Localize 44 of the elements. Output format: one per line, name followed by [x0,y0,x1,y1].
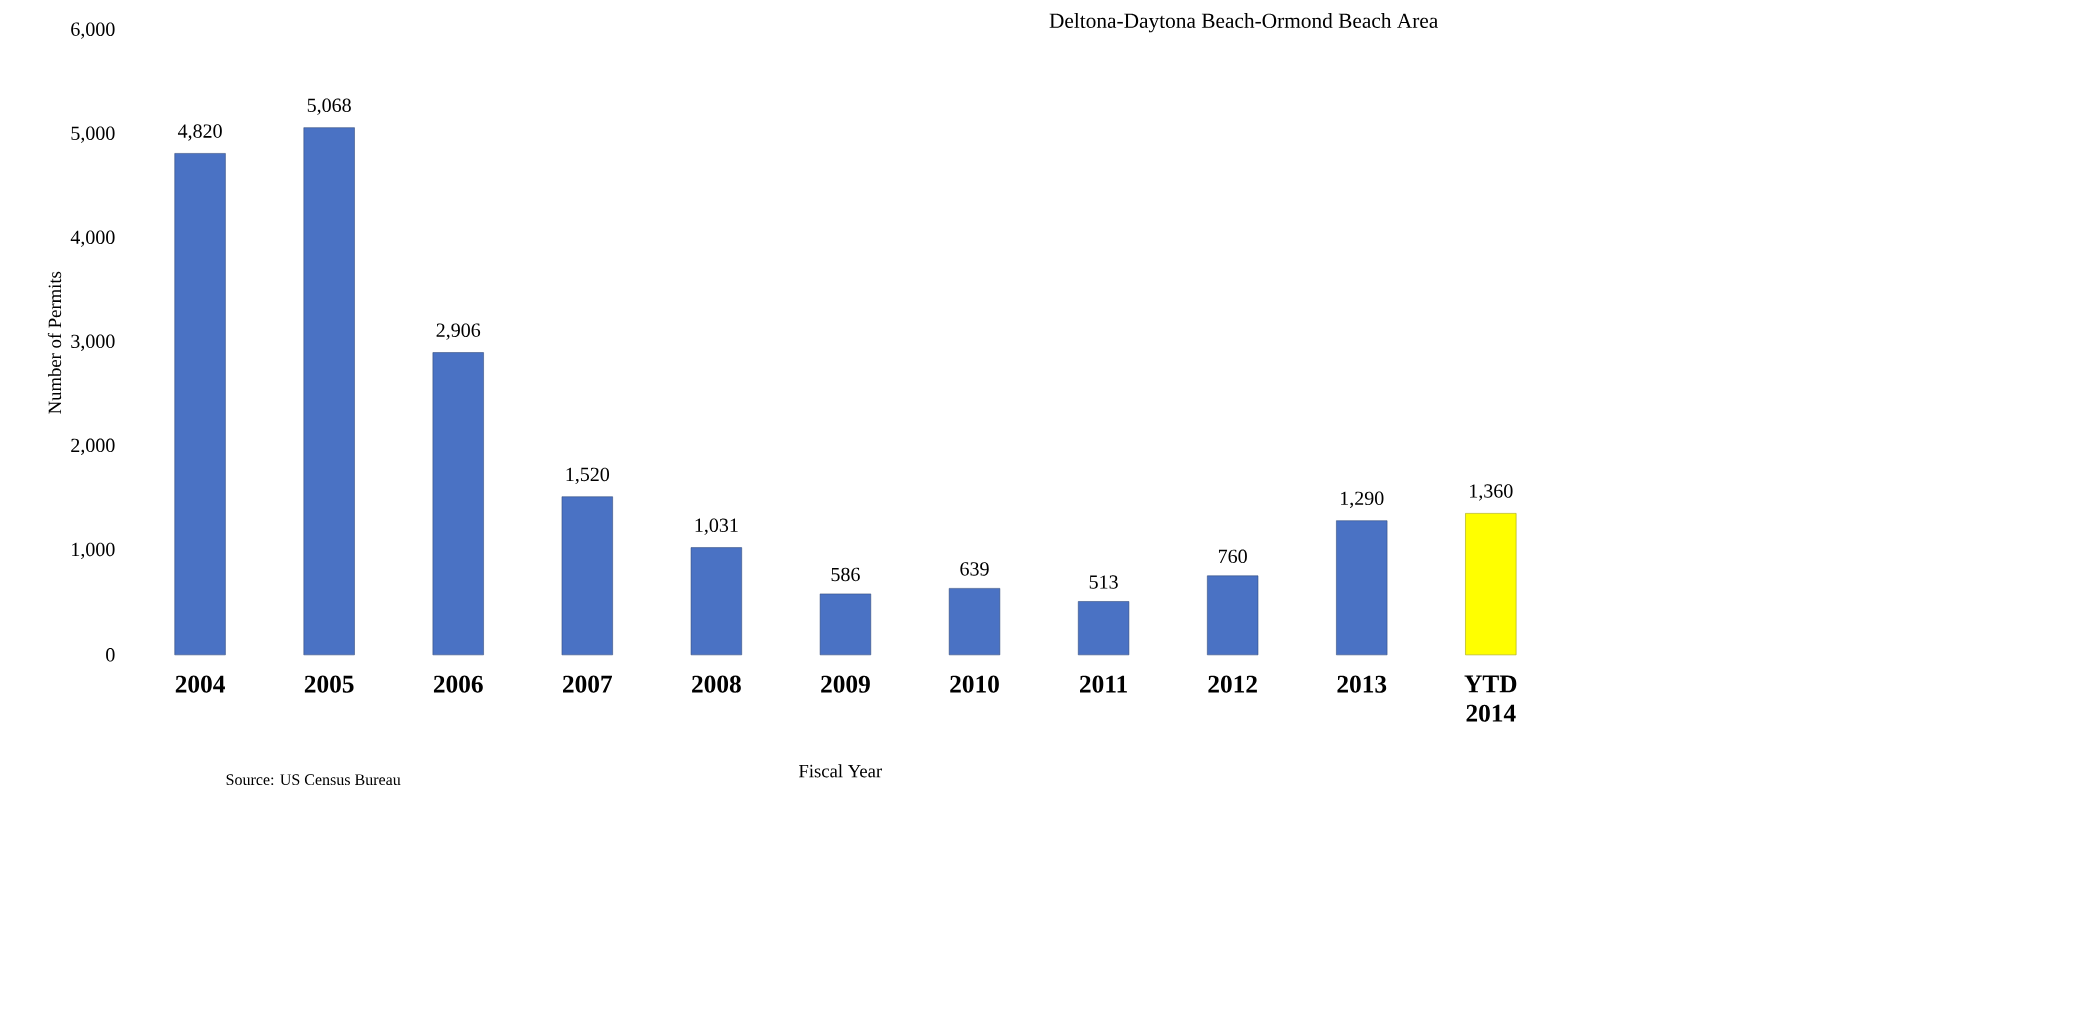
y-tick-label: 2,000 [71,438,115,455]
bar [1207,575,1259,655]
bar [948,587,1001,655]
chart-title: Deltona-Daytona Beach-Ormond Beach Area [1049,12,1438,33]
bar [1336,520,1388,655]
bar [432,352,484,655]
data-label: 1,290 [1340,491,1384,508]
x-tick-label: 2010 [950,675,999,693]
bar [561,496,613,655]
data-label: 2,906 [436,323,481,340]
x-tick-label: 2004 [175,675,225,693]
y-tick-label: 0 [106,647,115,662]
x-tick-label: 2006 [433,675,483,693]
x-tick-label: 2008 [692,675,741,693]
data-label: 1,360 [1470,484,1513,501]
data-label: 760 [1218,549,1247,563]
y-tick-label: 1,000 [72,542,115,559]
y-tick-label: 3,000 [71,334,115,351]
data-label: 639 [960,562,989,576]
data-label: 586 [831,567,860,582]
bar [303,127,355,655]
x-tick-label: 2013 [1337,675,1387,693]
bar [1077,601,1130,655]
data-label: 513 [1089,575,1118,589]
data-label: 4,820 [177,124,222,141]
y-axis-title: Number of Permits [47,271,62,414]
data-label: 5,068 [307,98,351,115]
data-label: 1,520 [566,467,610,484]
data-label: 1,031 [695,518,738,535]
x-tick-label: 2009 [821,675,870,693]
bar [690,547,742,655]
x-tick-label: 2012 [1208,675,1257,693]
source-note: Source: US Census Bureau [226,774,401,785]
bar [819,593,872,655]
bar [174,153,226,655]
y-tick-label: 4,000 [70,230,115,247]
x-tick-label: YTD 2014 [1464,675,1517,722]
x-axis-title: Fiscal Year [798,764,882,778]
y-tick-label: 6,000 [71,22,115,39]
x-tick-label: 2005 [304,675,354,693]
x-tick-label: 2007 [563,675,613,693]
y-tick-label: 5,000 [71,126,115,143]
x-tick-label: 2011 [1080,675,1127,693]
bar [1465,512,1517,655]
